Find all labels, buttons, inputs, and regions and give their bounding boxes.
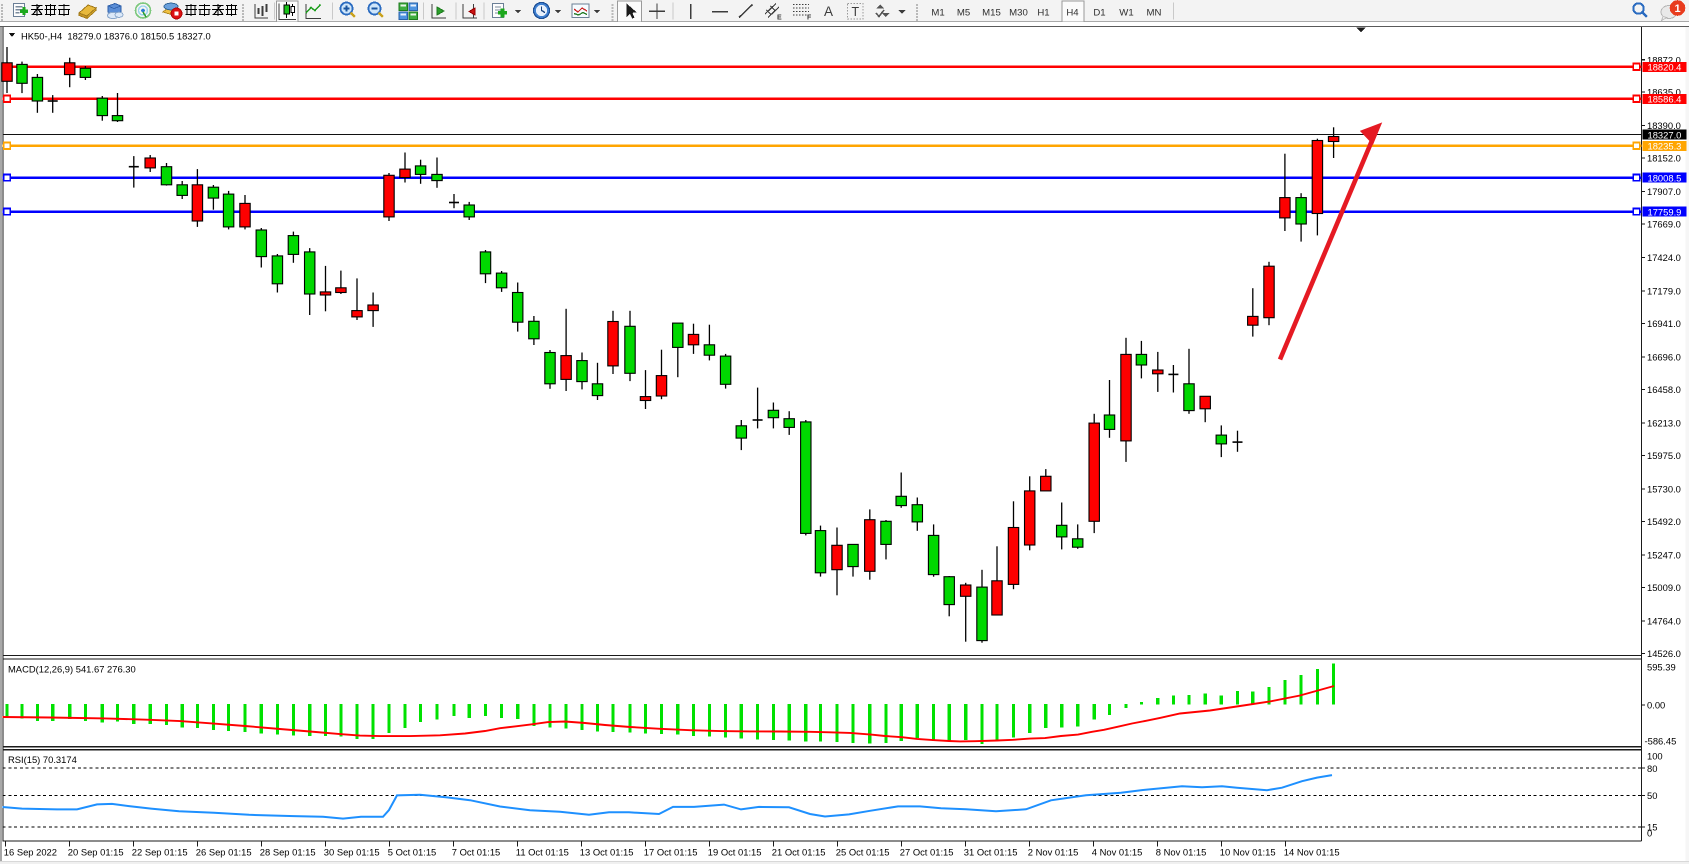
svg-text:31 Oct 01:15: 31 Oct 01:15 [964, 847, 1018, 858]
svg-text:16213.0: 16213.0 [1647, 418, 1681, 429]
svg-text:4 Nov 01:15: 4 Nov 01:15 [1092, 847, 1143, 858]
svg-text:18586.4: 18586.4 [1648, 94, 1682, 105]
svg-text:17759.9: 17759.9 [1648, 206, 1682, 217]
svg-text:16458.0: 16458.0 [1647, 384, 1681, 395]
svg-text:MACD(12,26,9) 541.67 276.30: MACD(12,26,9) 541.67 276.30 [8, 664, 136, 675]
svg-text:F: F [807, 15, 812, 22]
svg-text:13 Oct 01:15: 13 Oct 01:15 [580, 847, 634, 858]
svg-text:28 Sep 01:15: 28 Sep 01:15 [260, 847, 316, 858]
svg-text:0.00: 0.00 [1647, 700, 1665, 711]
svg-text:T: T [852, 5, 860, 19]
svg-text:17179.0: 17179.0 [1647, 286, 1681, 297]
svg-text:M1: M1 [931, 8, 944, 19]
svg-text:M5: M5 [957, 8, 970, 19]
svg-text:M15: M15 [982, 8, 1001, 19]
svg-text:30 Sep 01:15: 30 Sep 01:15 [324, 847, 380, 858]
svg-text:1: 1 [1674, 3, 1680, 15]
svg-text:E: E [777, 15, 782, 22]
svg-text:5 Oct 01:15: 5 Oct 01:15 [388, 847, 436, 858]
svg-text:80: 80 [1647, 763, 1657, 774]
svg-text:RSI(15) 70.3174: RSI(15) 70.3174 [8, 754, 77, 765]
svg-text:2 Nov 01:15: 2 Nov 01:15 [1028, 847, 1079, 858]
svg-text:HK50-,H4 18279.0 18376.0 1815: HK50-,H4 18279.0 18376.0 18150.5 18327.0 [21, 31, 211, 42]
svg-text:18872.0: 18872.0 [1647, 54, 1681, 65]
svg-text:18008.5: 18008.5 [1648, 172, 1682, 183]
svg-text:15730.0: 15730.0 [1647, 484, 1681, 495]
svg-text:50: 50 [1647, 790, 1657, 801]
svg-text:17 Oct 01:15: 17 Oct 01:15 [644, 847, 698, 858]
svg-text:19 Oct 01:15: 19 Oct 01:15 [708, 847, 762, 858]
svg-text:26 Sep 01:15: 26 Sep 01:15 [196, 847, 252, 858]
svg-text:18235.3: 18235.3 [1648, 141, 1682, 152]
svg-text:7 Oct 01:15: 7 Oct 01:15 [452, 847, 500, 858]
svg-text:D1: D1 [1093, 8, 1105, 19]
svg-text:17424.0: 17424.0 [1647, 252, 1681, 263]
svg-text:27 Oct 01:15: 27 Oct 01:15 [900, 847, 954, 858]
svg-text:16696.0: 16696.0 [1647, 352, 1681, 363]
svg-text:15: 15 [1647, 821, 1657, 832]
svg-text:21 Oct 01:15: 21 Oct 01:15 [772, 847, 826, 858]
svg-text:17669.0: 17669.0 [1647, 219, 1681, 230]
svg-text:16941.0: 16941.0 [1647, 318, 1681, 329]
svg-text:15247.0: 15247.0 [1647, 549, 1681, 560]
svg-text:10 Nov 01:15: 10 Nov 01:15 [1220, 847, 1276, 858]
svg-text:16 Sep 2022: 16 Sep 2022 [4, 847, 57, 858]
svg-text:8 Nov 01:15: 8 Nov 01:15 [1156, 847, 1207, 858]
svg-text:20 Sep 01:15: 20 Sep 01:15 [68, 847, 124, 858]
svg-text:W1: W1 [1119, 8, 1133, 19]
svg-text:14 Nov 01:15: 14 Nov 01:15 [1284, 847, 1340, 858]
svg-text:11 Oct 01:15: 11 Oct 01:15 [516, 847, 569, 858]
svg-text:14526.0: 14526.0 [1647, 648, 1681, 659]
svg-text:-586.45: -586.45 [1645, 736, 1677, 747]
svg-text:M30: M30 [1009, 8, 1028, 19]
svg-text:15492.0: 15492.0 [1647, 516, 1681, 527]
svg-text:H1: H1 [1037, 8, 1049, 19]
svg-text:595.39: 595.39 [1647, 662, 1676, 673]
svg-text:15975.0: 15975.0 [1647, 450, 1681, 461]
svg-text:H4: H4 [1066, 8, 1079, 19]
svg-text:18327.0: 18327.0 [1648, 129, 1682, 140]
svg-text:18152.0: 18152.0 [1647, 153, 1681, 164]
svg-text:22 Sep 01:15: 22 Sep 01:15 [132, 847, 188, 858]
svg-text:A: A [824, 4, 833, 19]
svg-text:25 Oct 01:15: 25 Oct 01:15 [836, 847, 890, 858]
svg-text:18390.0: 18390.0 [1647, 120, 1681, 131]
svg-text:MN: MN [1147, 8, 1162, 19]
svg-text:0: 0 [1647, 828, 1652, 839]
svg-text:18635.0: 18635.0 [1647, 87, 1681, 98]
svg-text:14764.0: 14764.0 [1647, 615, 1681, 626]
svg-text:18820.4: 18820.4 [1648, 62, 1682, 73]
svg-text:17907.0: 17907.0 [1647, 186, 1681, 197]
svg-text:100: 100 [1647, 751, 1663, 762]
svg-text:15009.0: 15009.0 [1647, 582, 1681, 593]
